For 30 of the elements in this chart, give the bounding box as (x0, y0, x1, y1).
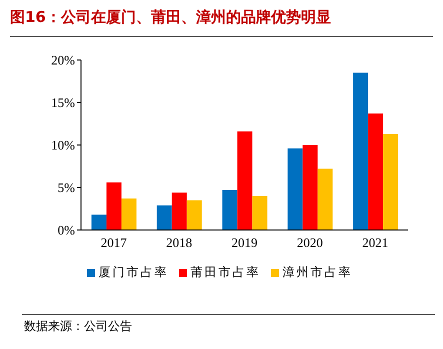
bar (222, 190, 238, 230)
legend-label: 莆田市占率 (190, 265, 260, 279)
bar (383, 134, 398, 230)
source-note: 数据来源：公司公告 (24, 318, 132, 335)
bar (318, 168, 333, 230)
legend-label: 漳州市占率 (282, 265, 352, 279)
bar (288, 148, 303, 230)
legend-label: 厦门市占率 (98, 265, 168, 279)
chart-title: 图16：公司在厦门、莆田、漳州的品牌优势明显 (10, 8, 331, 27)
y-tick-label: 5% (58, 180, 76, 196)
y-tick-label: 0% (58, 222, 76, 238)
bar (302, 145, 318, 230)
bar (91, 214, 106, 230)
x-tick-label: 2018 (166, 235, 192, 250)
bar (156, 205, 172, 230)
y-tick-label: 20% (51, 52, 76, 68)
bar (252, 196, 268, 230)
y-tick-label: 15% (51, 95, 76, 110)
x-tick-label: 2020 (296, 235, 323, 250)
bar (121, 198, 136, 230)
bar (106, 182, 122, 230)
bar (172, 192, 187, 230)
y-tick-label: 10% (51, 138, 76, 153)
bar (237, 131, 252, 230)
bar (353, 72, 368, 230)
x-tick-label: 2019 (232, 235, 258, 250)
bar (368, 114, 384, 230)
x-tick-label: 2021 (362, 235, 388, 250)
x-tick-label: 2017 (100, 235, 128, 250)
bar (186, 200, 202, 230)
